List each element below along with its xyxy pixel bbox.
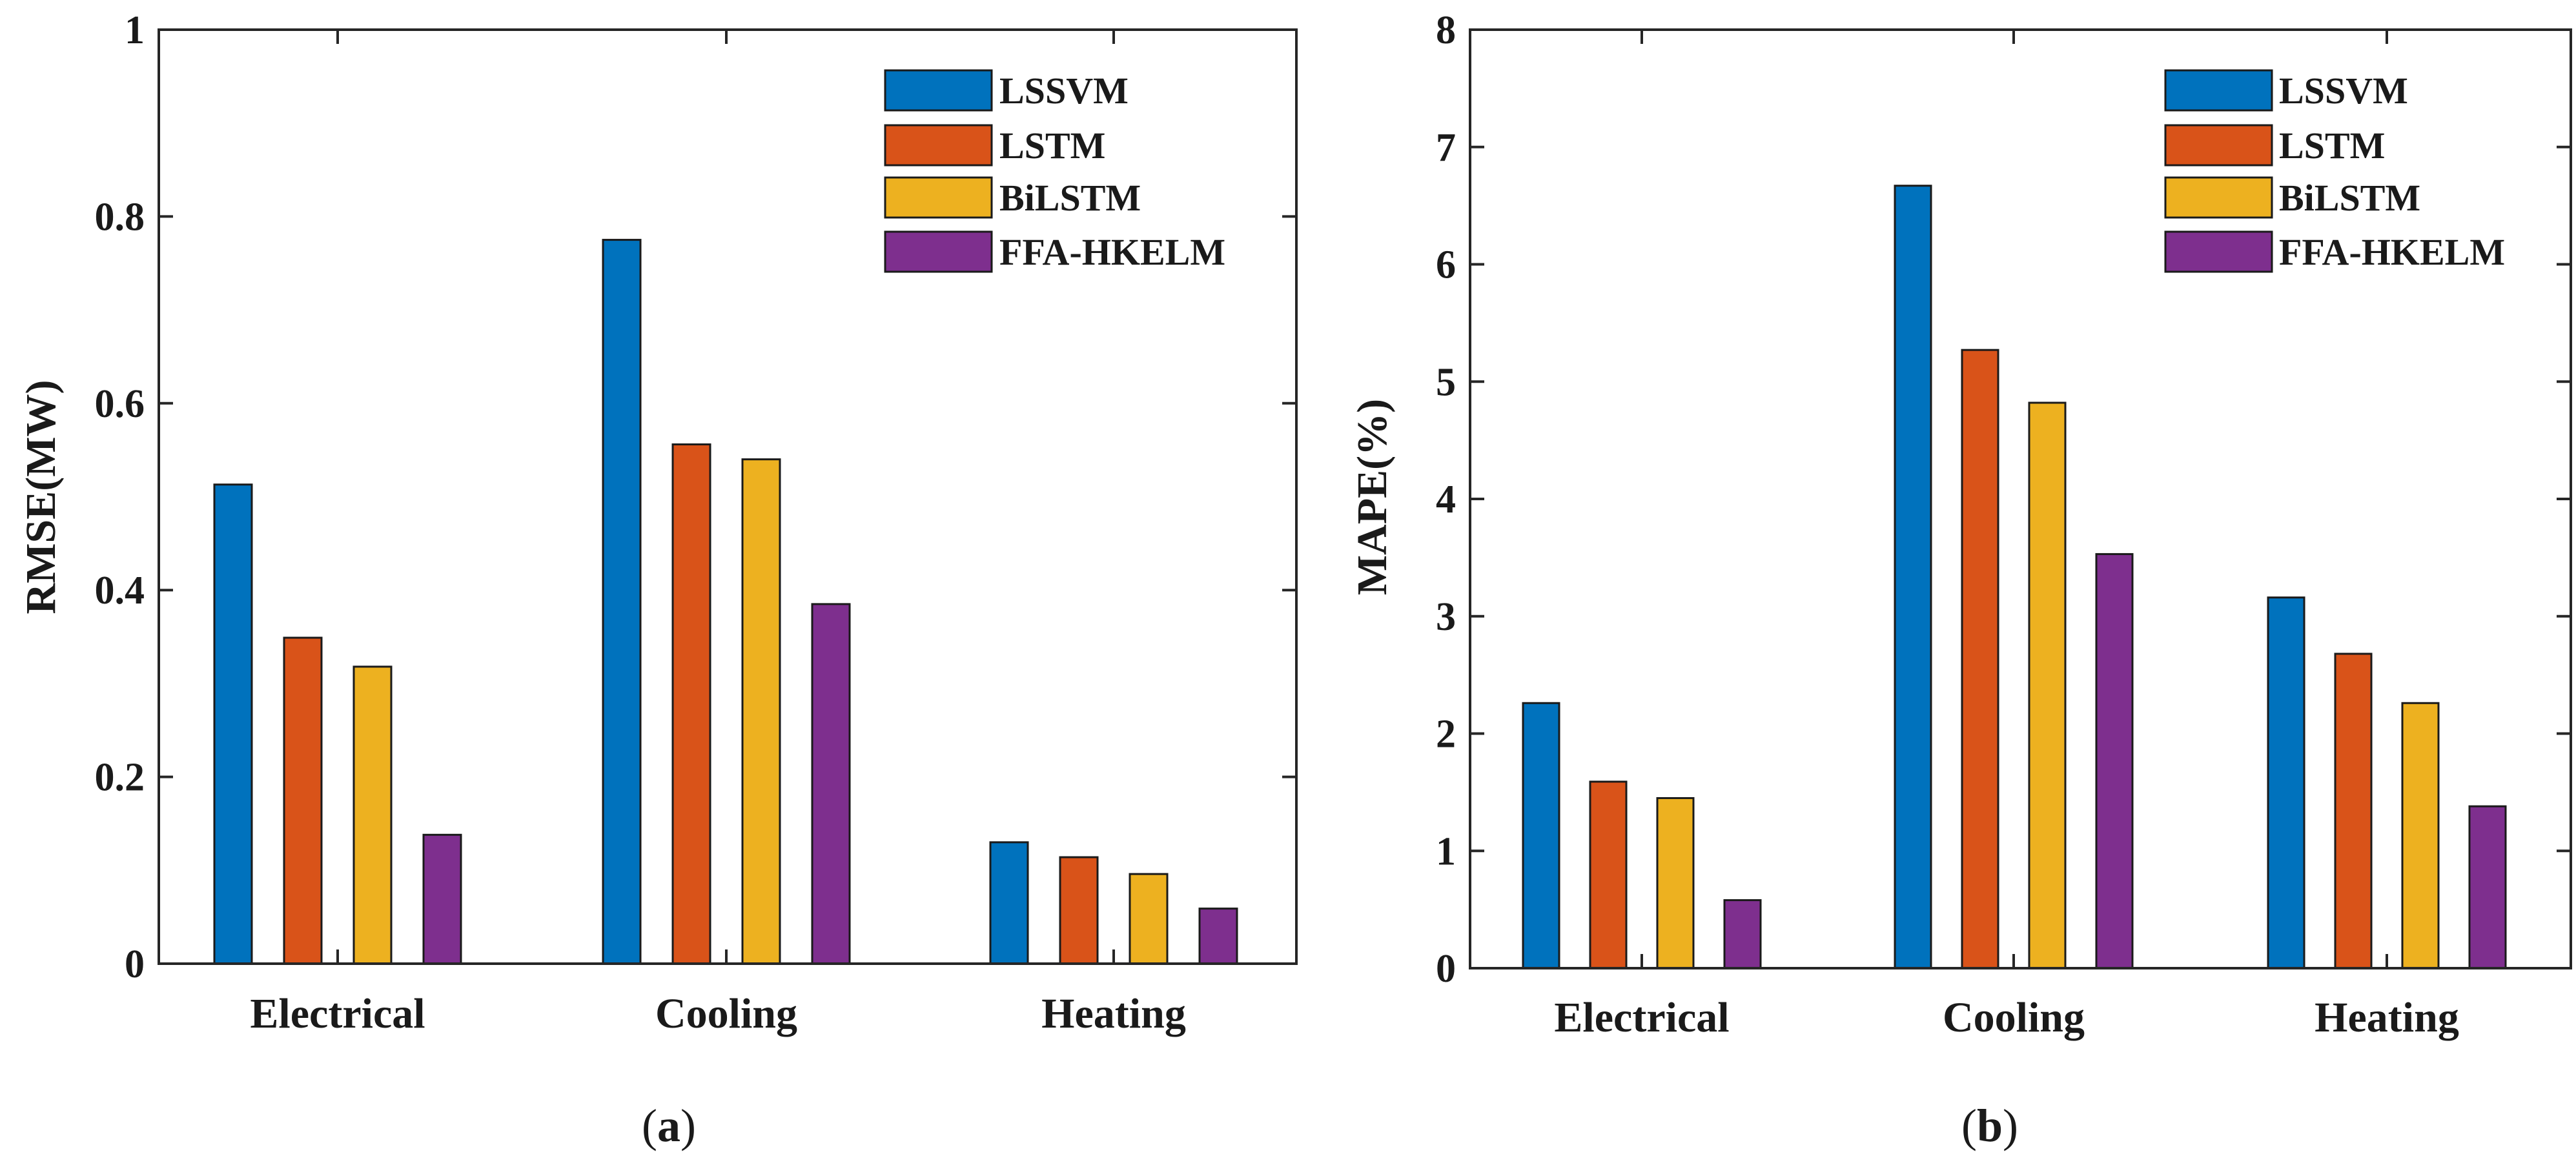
y-axis-ticks: 0 1 2 3 4 5 6 7 8 <box>1436 8 2571 991</box>
bar-lssvm-heating <box>989 841 1029 965</box>
bar-lssvm-electrical <box>213 483 253 965</box>
x-axis-categories: Electrical Cooling Heating <box>1554 994 2458 1041</box>
x-category-label: Heating <box>2315 994 2459 1041</box>
bar-ffa-hkelm-electrical <box>422 833 462 965</box>
legend-swatch-ffa-hkelm <box>2164 230 2273 273</box>
panel-caption: (a) <box>642 1100 696 1152</box>
legend-swatch-bilstm <box>884 176 993 219</box>
y-tick-label: 1 <box>1436 829 1456 873</box>
legend-swatch-lssvm <box>884 69 993 112</box>
bars-group <box>1522 185 2507 969</box>
bar-ffa-hkelm-heating <box>2468 805 2507 969</box>
y-tick-label: 3 <box>1436 595 1456 639</box>
bars-group <box>213 239 1238 965</box>
legend-label-bilstm: BiLSTM <box>999 177 1141 219</box>
y-tick-label: 0.4 <box>95 569 145 613</box>
y-tick-label: 8 <box>1436 8 1456 52</box>
x-category-label: Electrical <box>1554 994 1729 1041</box>
bar-lstm-electrical <box>283 636 323 965</box>
x-category-label: Cooling <box>655 990 797 1037</box>
bar-lstm-electrical <box>1589 780 1628 969</box>
legend-swatch-ffa-hkelm <box>884 230 993 273</box>
bar-lstm-heating <box>2334 653 2373 969</box>
bar-lstm-cooling <box>1961 349 1999 969</box>
bar-ffa-hkelm-electrical <box>1723 899 1762 969</box>
y-tick-label: 1 <box>125 8 145 52</box>
y-tick-label: 4 <box>1436 478 1456 522</box>
bar-lstm-heating <box>1059 856 1099 965</box>
panel-caption: (b) <box>1961 1100 2018 1152</box>
y-tick-label: 0.2 <box>95 756 145 800</box>
bar-bilstm-heating <box>2401 702 2440 969</box>
x-category-label: Electrical <box>250 990 425 1037</box>
y-axis-ticks: 0 0.2 0.4 0.6 0.8 1 <box>95 8 1296 986</box>
y-tick-label: 2 <box>1436 713 1456 756</box>
bar-bilstm-cooling <box>2028 401 2067 969</box>
legend-swatch-lstm <box>2164 124 2273 167</box>
legend-label-lstm: LSTM <box>2279 125 2385 167</box>
bar-bilstm-electrical <box>353 665 393 965</box>
bar-lssvm-electrical <box>1522 702 1560 969</box>
chart-panel-a: 00.20.40.60.81 Electrical Cooling Heating … <box>17 8 1298 1152</box>
y-axis-title: MAPE(%) <box>1349 399 1396 595</box>
bar-lssvm-heating <box>2267 596 2305 969</box>
y-tick-label: 7 <box>1436 126 1456 170</box>
legend: LSSVM LSTM BiLSTM FFA-HKELM <box>2164 69 2505 273</box>
bar-lstm-cooling <box>671 443 711 965</box>
y-tick-label: 0 <box>125 942 145 986</box>
y-tick-label: 0.6 <box>95 382 145 426</box>
plot-frame <box>158 28 1298 965</box>
y-tick-label: 5 <box>1436 360 1456 404</box>
legend-swatch-bilstm <box>2164 176 2273 219</box>
bar-ffa-hkelm-heating <box>1198 908 1238 965</box>
legend-label-lssvm: LSSVM <box>2279 70 2408 112</box>
legend: LSSVM LSTM BiLSTM FFA-HKELM <box>884 69 1225 273</box>
legend-swatch-lssvm <box>2164 69 2273 112</box>
bar-ffa-hkelm-cooling <box>811 603 851 965</box>
chart-panel-b: 0 1 2 3 4 5 6 7 8 Electrical Cooling Heating MAPE(… <box>1349 8 2572 1152</box>
bar-lssvm-cooling <box>602 239 642 965</box>
x-category-label: Heating <box>1041 990 1186 1037</box>
bar-bilstm-cooling <box>741 458 781 965</box>
legend-label-ffa-hkelm: FFA-HKELM <box>999 231 1225 273</box>
bar-ffa-hkelm-cooling <box>2095 553 2134 969</box>
y-tick-label: 6 <box>1436 243 1456 287</box>
bar-lssvm-cooling <box>1894 185 1932 969</box>
legend-label-lstm: LSTM <box>999 125 1105 167</box>
legend-label-bilstm: BiLSTM <box>2279 177 2420 219</box>
y-tick-label: 0 <box>1436 947 1456 991</box>
x-axis-categories: Electrical Cooling Heating <box>250 990 1185 1037</box>
legend-swatch-lstm <box>884 124 993 167</box>
bar-bilstm-electrical <box>1656 797 1695 969</box>
y-axis-title: RMSE(MW) <box>17 380 65 614</box>
legend-label-ffa-hkelm: FFA-HKELM <box>2279 231 2505 273</box>
y-tick-label: 0.8 <box>95 195 145 239</box>
bar-bilstm-heating <box>1129 873 1169 965</box>
x-category-label: Cooling <box>1943 994 2085 1041</box>
legend-label-lssvm: LSSVM <box>999 70 1129 112</box>
